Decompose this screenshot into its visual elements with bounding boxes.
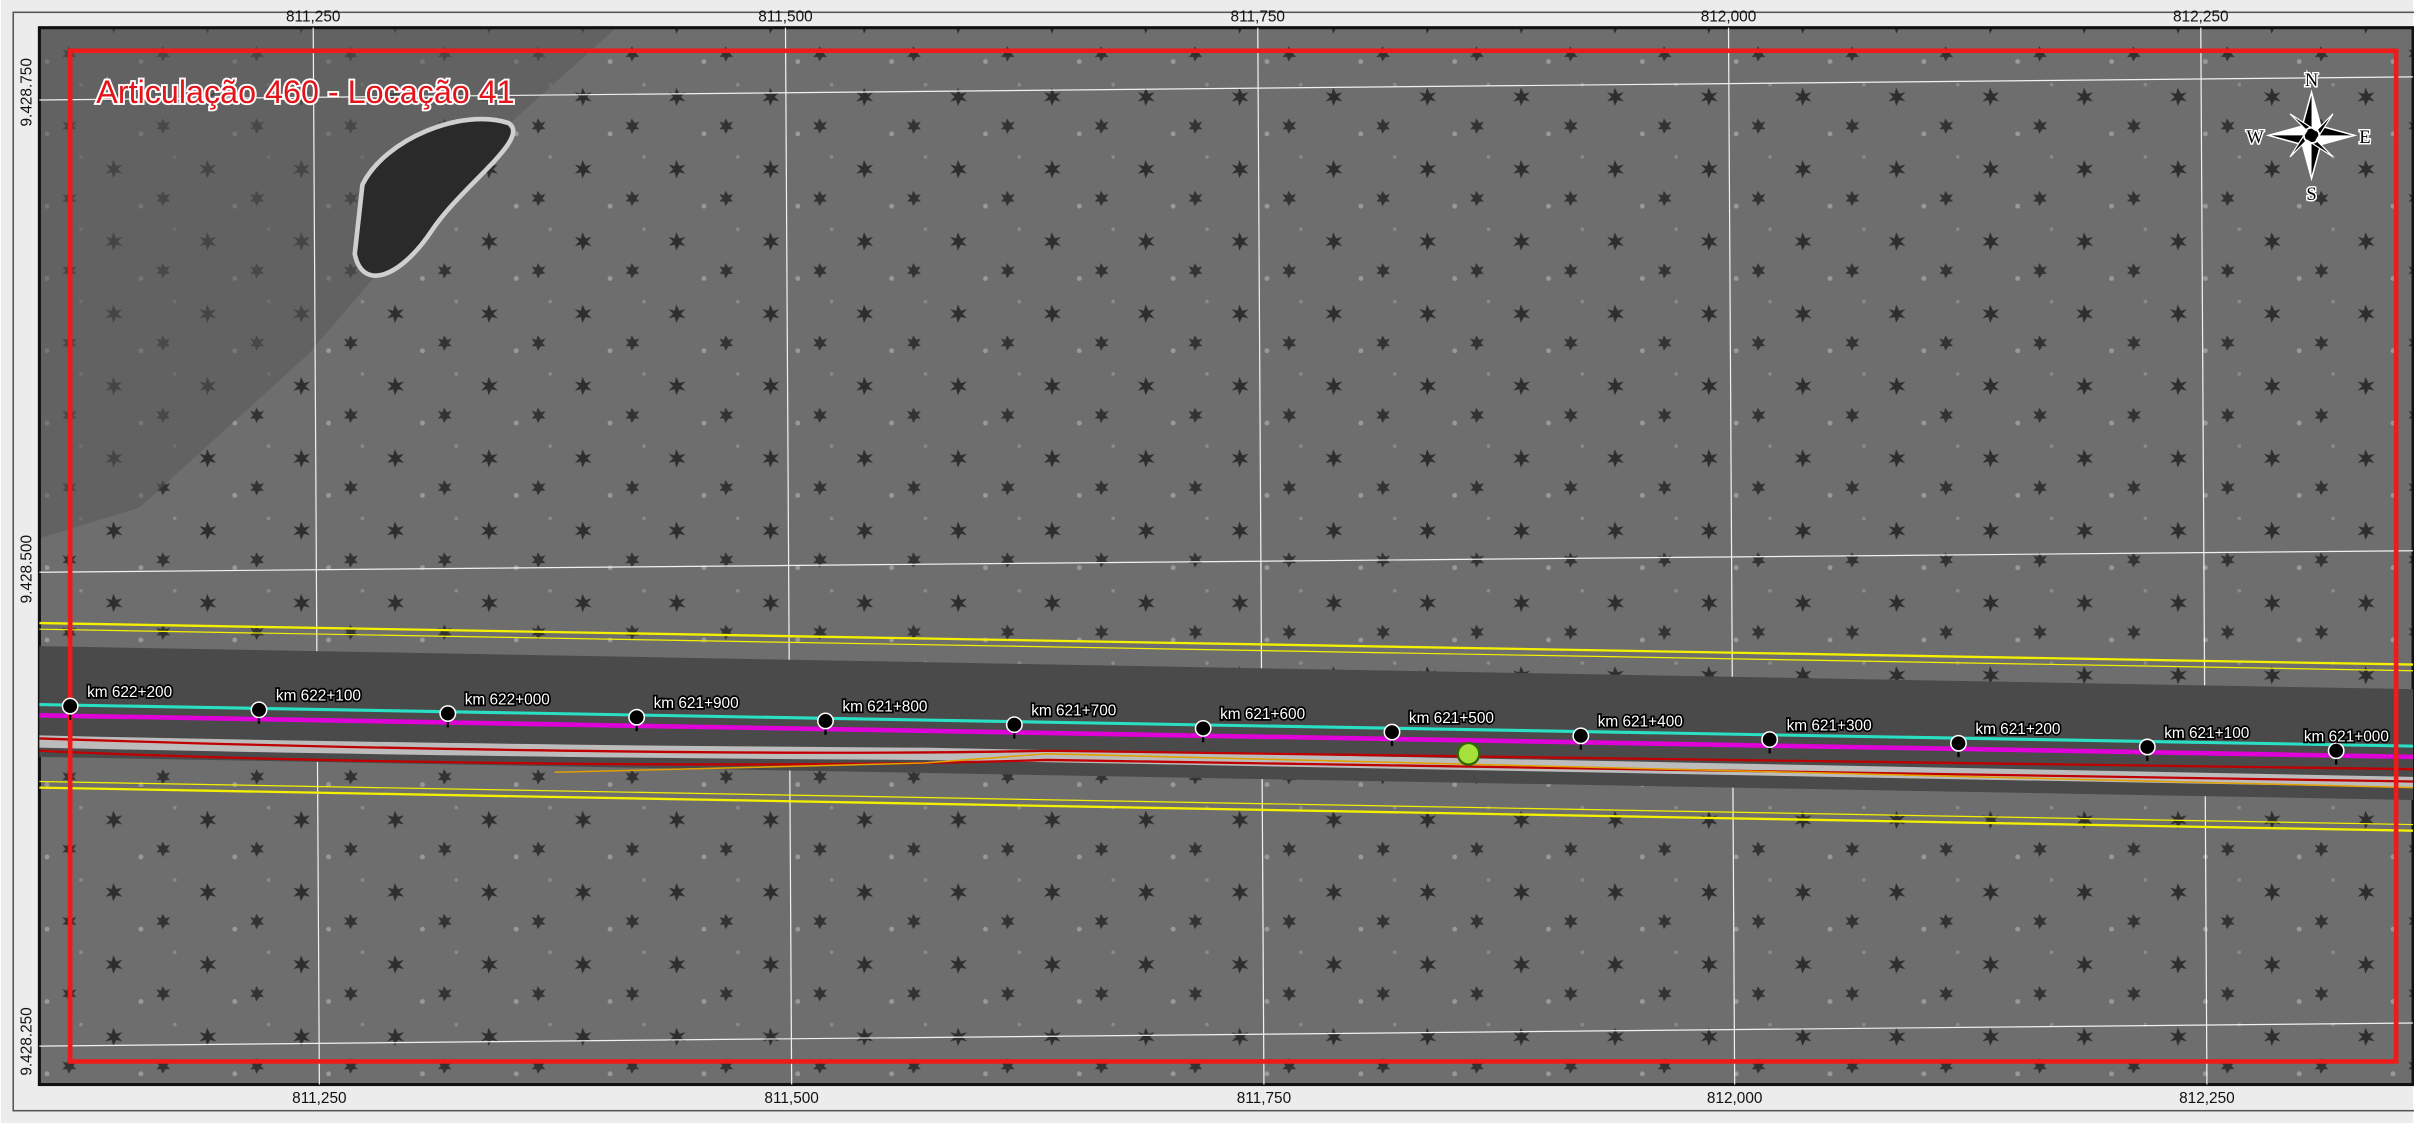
grid-line <box>39 1022 2414 1047</box>
km-label: km 621+100 <box>2164 725 2249 742</box>
km-marker: km 621+000 <box>2302 727 2391 765</box>
compass-ring <box>2302 126 2321 144</box>
marker-head <box>628 708 646 726</box>
top-coordinate-label: 811,250 <box>286 9 340 26</box>
marker-head <box>1005 716 1023 734</box>
offset-line <box>39 713 2414 760</box>
km-marker: km 621+100 <box>2138 723 2251 761</box>
outer-frame <box>12 11 2414 1112</box>
compass-south: S <box>2306 184 2316 204</box>
bottom-coordinate-label: 812,000 <box>1707 1090 1763 1107</box>
point-of-interest <box>1456 741 1481 766</box>
km-label: km 621+800 <box>842 699 927 716</box>
location-frame <box>67 48 2399 1064</box>
grid-line <box>39 76 2414 101</box>
compass-star-diagonal <box>2289 113 2334 158</box>
km-marker: km 621+200 <box>1950 719 2062 758</box>
km-label: km 621+300 <box>1787 717 1872 734</box>
km-label: km 622+100 <box>276 688 361 705</box>
marker-head <box>1194 719 1212 737</box>
bottom-coordinate-label: 811,750 <box>1237 1090 1291 1107</box>
km-marker: km 622+200 <box>61 682 174 720</box>
north-arrow: N S E W <box>2245 69 2372 206</box>
marker-head <box>250 701 268 719</box>
edge-line <box>39 737 2414 771</box>
bottom-coordinate-label: 811,250 <box>292 1090 346 1107</box>
marker-head <box>61 697 79 715</box>
km-label: km 621+000 <box>2304 728 2389 745</box>
left-coordinate-label: 9.428.500 <box>19 535 36 603</box>
axis-line <box>39 703 2414 748</box>
grid-line <box>784 27 793 1085</box>
edge-line <box>39 749 2414 783</box>
km-label: km 621+600 <box>1220 706 1305 723</box>
km-marker: km 621+700 <box>1005 701 1118 739</box>
boundary-line <box>39 628 2414 672</box>
km-marker: km 622+000 <box>439 690 551 728</box>
grid <box>39 27 2414 1085</box>
boundary-line <box>39 621 2414 666</box>
km-marker: km 621+800 <box>817 697 929 735</box>
km-marker: km 621+600 <box>1194 704 1307 743</box>
marker-head <box>1950 734 1967 752</box>
marker-head <box>1761 731 1779 749</box>
marker-head <box>439 705 457 723</box>
km-label: km 621+400 <box>1598 714 1683 731</box>
km-label: km 622+000 <box>465 691 550 708</box>
left-coordinate-label: 9.428.250 <box>19 1007 36 1075</box>
km-label: km 621+500 <box>1409 710 1494 727</box>
km-marker: km 621+900 <box>628 693 740 732</box>
km-label: km 621+200 <box>1975 721 2060 738</box>
left-coordinate-label: 9.428.750 <box>19 58 36 126</box>
km-label: km 621+700 <box>1031 702 1116 719</box>
marker-head <box>817 712 834 730</box>
top-coordinate-label: 812,000 <box>1701 9 1757 26</box>
km-marker: km 622+100 <box>250 686 363 724</box>
boundary-line <box>39 786 2414 832</box>
grid-line <box>312 27 320 1085</box>
map-title: Articulação 460 - Locação 41 <box>96 74 514 110</box>
grid-line <box>1257 27 1265 1085</box>
km-marker: km 621+400 <box>1572 712 1684 750</box>
marker-head <box>2327 742 2345 760</box>
bottom-coordinate-label: 811,500 <box>764 1090 818 1107</box>
km-label: km 622+200 <box>87 684 172 701</box>
compass-west: W <box>2246 127 2264 147</box>
compass-east: E <box>2359 127 2370 147</box>
top-coordinate-label: 811,500 <box>758 9 812 26</box>
compass-north: N <box>2305 70 2318 90</box>
top-coordinate-label: 812,250 <box>2173 9 2229 26</box>
km-marker: km 621+300 <box>1761 716 1873 754</box>
top-coordinate-label: 811,750 <box>1231 9 1285 26</box>
road <box>39 621 2414 832</box>
edge-line <box>554 753 2414 789</box>
marker-head <box>1572 727 1590 745</box>
km-marker: km 621+500 <box>1383 708 1496 746</box>
compass-star-light <box>2268 92 2355 179</box>
grid-line <box>1727 27 1736 1085</box>
km-label: km 621+900 <box>654 695 739 712</box>
bottom-coordinate-label: 812,250 <box>2179 1090 2235 1107</box>
map-frame <box>37 26 2414 1087</box>
grid-line <box>39 550 2414 573</box>
lake <box>352 116 516 278</box>
marker-head <box>2138 738 2156 756</box>
grid-line <box>2200 27 2208 1085</box>
marker-head <box>1383 723 1401 741</box>
pavement <box>39 735 2414 788</box>
boundary-line <box>39 780 2414 826</box>
